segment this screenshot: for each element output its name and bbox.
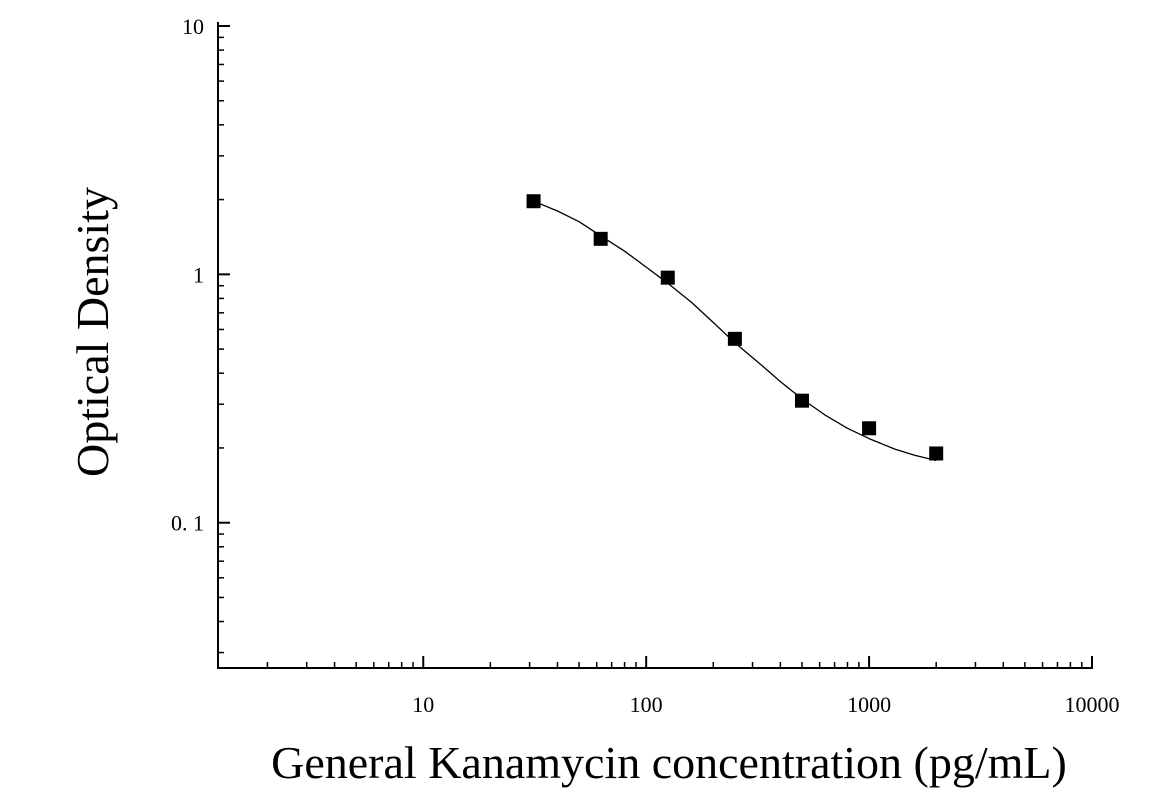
data-point	[794, 393, 809, 408]
data-point	[660, 270, 675, 285]
y-tick-label: 1	[193, 262, 204, 287]
x-tick-label: 10000	[1065, 692, 1120, 717]
x-tick-label: 10	[412, 692, 434, 717]
data-point	[526, 194, 541, 209]
x-tick-label: 1000	[847, 692, 891, 717]
y-axis-title: Optical Density	[67, 187, 118, 477]
axes: 10 100 1000 10000 0. 1 1 10	[171, 14, 1120, 717]
data-point	[862, 421, 877, 436]
data-point	[929, 446, 944, 461]
data-point	[727, 331, 742, 346]
x-axis-title: General Kanamycin concentration (pg/mL)	[271, 737, 1067, 788]
points-layer	[526, 194, 944, 461]
data-point	[593, 231, 608, 246]
y-tick-label: 10	[182, 14, 204, 39]
x-tick-label: 100	[630, 692, 663, 717]
y-tick-label: 0. 1	[171, 511, 204, 536]
